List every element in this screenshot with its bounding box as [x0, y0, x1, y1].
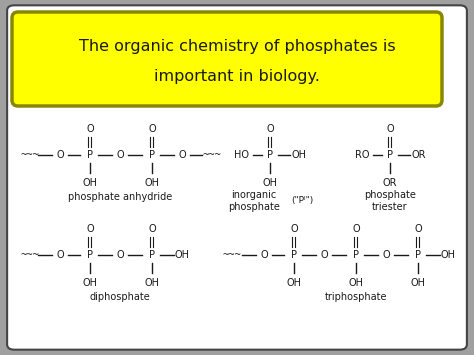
Text: O: O — [352, 224, 360, 234]
Text: The organic chemistry of phosphates is: The organic chemistry of phosphates is — [79, 39, 395, 55]
Text: P: P — [149, 250, 155, 260]
Text: O: O — [386, 124, 394, 134]
Text: O: O — [320, 250, 328, 260]
Text: P: P — [87, 150, 93, 160]
Text: P: P — [267, 150, 273, 160]
Text: OH: OH — [348, 278, 364, 288]
Text: OH: OH — [292, 150, 307, 160]
Text: OH: OH — [440, 250, 456, 260]
Text: O: O — [382, 250, 390, 260]
Text: O: O — [56, 250, 64, 260]
Text: P: P — [387, 150, 393, 160]
Text: O: O — [290, 224, 298, 234]
Text: inorganic: inorganic — [231, 190, 277, 200]
Text: OH: OH — [82, 278, 98, 288]
Text: O: O — [148, 124, 156, 134]
Text: P: P — [415, 250, 421, 260]
Text: O: O — [266, 124, 274, 134]
FancyBboxPatch shape — [12, 12, 442, 106]
Text: diphosphate: diphosphate — [90, 292, 150, 302]
Text: OR: OR — [383, 178, 397, 188]
Text: phosphate: phosphate — [228, 202, 280, 212]
Text: phosphate anhydride: phosphate anhydride — [68, 192, 172, 202]
Text: OR: OR — [412, 150, 426, 160]
Text: OH: OH — [82, 178, 98, 188]
Text: HO: HO — [235, 150, 249, 160]
Text: ("Pᴵ"): ("Pᴵ") — [291, 197, 313, 206]
Text: O: O — [414, 224, 422, 234]
Text: O: O — [260, 250, 268, 260]
Text: OH: OH — [263, 178, 277, 188]
Text: triphosphate: triphosphate — [325, 292, 387, 302]
Text: P: P — [291, 250, 297, 260]
Text: RO: RO — [355, 150, 369, 160]
Text: O: O — [116, 250, 124, 260]
Text: ~~~: ~~~ — [21, 150, 39, 160]
Text: P: P — [149, 150, 155, 160]
Text: OH: OH — [410, 278, 426, 288]
Text: O: O — [86, 124, 94, 134]
Text: O: O — [56, 150, 64, 160]
Text: P: P — [353, 250, 359, 260]
Text: ~~~: ~~~ — [21, 250, 39, 260]
Text: O: O — [116, 150, 124, 160]
Text: OH: OH — [145, 178, 159, 188]
Text: triester: triester — [372, 202, 408, 212]
Text: OH: OH — [145, 278, 159, 288]
Text: O: O — [86, 224, 94, 234]
Text: O: O — [178, 150, 186, 160]
Text: ~~~: ~~~ — [223, 250, 241, 260]
Text: OH: OH — [174, 250, 190, 260]
Text: phosphate: phosphate — [364, 190, 416, 200]
Text: important in biology.: important in biology. — [154, 70, 320, 84]
Text: OH: OH — [286, 278, 301, 288]
Text: P: P — [87, 250, 93, 260]
Text: ~~~: ~~~ — [202, 150, 221, 160]
Text: O: O — [148, 224, 156, 234]
